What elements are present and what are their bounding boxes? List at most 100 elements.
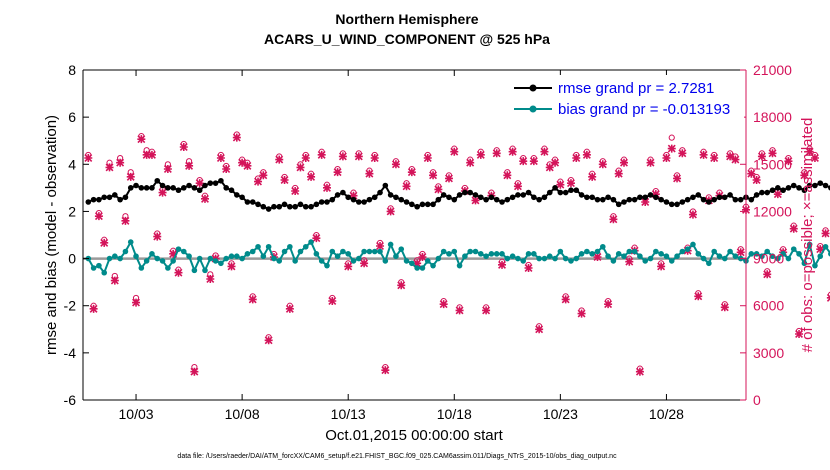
rmse-point — [615, 201, 622, 208]
rmse-point — [520, 192, 527, 198]
rmse-point — [737, 196, 744, 203]
rmse-point — [324, 199, 330, 205]
obs-assimilated-marker — [773, 190, 782, 199]
obs-assimilated-marker — [322, 183, 331, 192]
rmse-point — [414, 203, 420, 210]
obs-assimilated-marker — [227, 262, 236, 271]
rmse-point — [154, 177, 161, 184]
rmse-point — [663, 199, 670, 205]
rmse-point — [318, 199, 325, 205]
rmse-point — [112, 192, 118, 198]
rmse-point — [732, 196, 739, 203]
bias-point — [414, 265, 420, 271]
right-y-tick-label: 21000 — [753, 62, 792, 78]
obs-assimilated-marker — [360, 259, 369, 268]
bias-point — [419, 265, 426, 271]
rmse-series — [85, 177, 830, 212]
obs-assimilated-marker — [179, 143, 188, 151]
legend-marks — [514, 84, 552, 113]
x-axis-ticks: 10/03 10/08 10/13 10/18 10/23 10/28 — [119, 70, 684, 422]
obs-assimilated-marker — [418, 253, 427, 261]
rmse-point — [796, 185, 802, 191]
rmse-point — [573, 187, 580, 194]
obs-assimilated-marker — [593, 253, 602, 261]
rmse-point — [249, 199, 256, 205]
rmse-point — [695, 192, 702, 198]
legend-rmse-label: rmse grand pr = 2.7281 — [558, 80, 714, 97]
left-y-tick-label: -2 — [64, 298, 77, 314]
rmse-point — [244, 199, 251, 205]
bias-point — [218, 260, 224, 267]
bias-point — [706, 260, 712, 267]
rmse-point — [440, 192, 447, 198]
obs-assimilated-marker — [110, 276, 119, 285]
obs-assimilated-marker — [726, 152, 735, 161]
bias-point — [536, 255, 542, 262]
rmse-point — [356, 199, 362, 205]
bias-point — [467, 248, 473, 255]
bias-point — [403, 258, 410, 264]
rmse-point — [668, 201, 675, 208]
rmse-point — [451, 196, 458, 203]
obs-assimilated-marker — [699, 150, 708, 159]
obs-assimilated-marker — [482, 306, 491, 315]
rmse-point — [499, 199, 505, 205]
bias-point — [684, 246, 691, 252]
bias-point — [265, 243, 272, 250]
right-y-tick-label: 6000 — [753, 298, 784, 314]
obs-assimilated-marker — [94, 212, 103, 221]
rmse-point — [589, 194, 595, 201]
obs-assimilated-marker — [84, 154, 93, 162]
obs-assimilated-marker — [614, 169, 623, 178]
rmse-point — [594, 196, 601, 203]
obs-assimilated-marker — [169, 249, 178, 258]
bias-point — [546, 253, 553, 260]
bias-point — [228, 253, 235, 260]
rmse-point — [302, 203, 309, 210]
rmse-point — [271, 203, 277, 210]
bias-point — [732, 253, 739, 260]
bias-point — [764, 248, 771, 255]
obs-assimilated-marker — [333, 168, 342, 177]
bias-point — [165, 265, 171, 271]
obs-assimilated-marker — [816, 245, 825, 254]
bias-point — [573, 255, 580, 262]
bias-point — [334, 253, 341, 260]
obs-assimilated-marker — [89, 304, 98, 313]
rmse-point — [350, 196, 357, 203]
rmse-point — [759, 189, 765, 196]
right-y-tick-label: 3000 — [753, 345, 784, 361]
bias-point — [324, 262, 330, 269]
bias-point — [748, 251, 755, 257]
obs-assimilated-marker — [646, 158, 655, 167]
bias-point — [424, 258, 431, 264]
obs-assimilated-marker — [582, 150, 591, 159]
bias-point — [653, 248, 659, 255]
bias-point — [615, 251, 622, 257]
bias-point — [541, 255, 548, 262]
rmse-point — [165, 185, 171, 191]
left-y-tick-label: 6 — [68, 109, 76, 125]
rmse-point — [764, 189, 771, 196]
rmse-point — [610, 196, 617, 203]
bias-point — [525, 251, 532, 257]
obs-assimilated-marker — [153, 232, 162, 241]
obs-assimilated-marker — [471, 196, 480, 205]
left-y-tick-label: 8 — [68, 62, 76, 78]
left-y-tick-label: -6 — [64, 392, 77, 408]
bias-point — [377, 248, 383, 255]
rmse-point — [90, 196, 97, 203]
obs-assimilated-marker — [657, 262, 666, 271]
obs-assimilated-marker — [376, 242, 385, 250]
rmse-point — [493, 196, 500, 203]
bias-point — [382, 258, 389, 264]
obs-assimilated-marker — [577, 309, 586, 318]
obs-assimilated-marker — [280, 176, 289, 184]
obs-assimilated-marker — [185, 161, 194, 170]
rmse-point — [488, 194, 495, 201]
bias-point — [244, 251, 251, 257]
obs-assimilated-marker — [444, 174, 453, 183]
obs-assimilated-marker — [423, 154, 432, 162]
bias-point — [631, 248, 638, 255]
obs-assimilated-marker — [344, 262, 353, 271]
